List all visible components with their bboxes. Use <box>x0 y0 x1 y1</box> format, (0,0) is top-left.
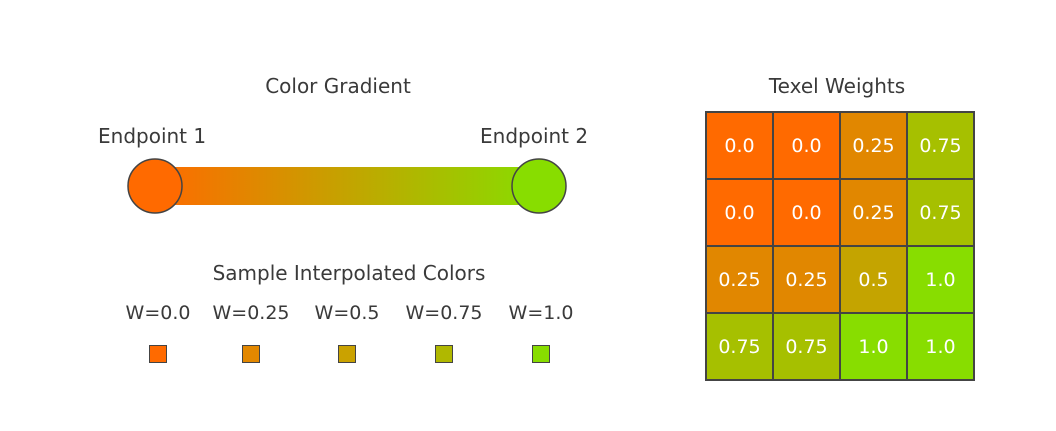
texel-cell: 0.0 <box>707 113 774 180</box>
texel-cell: 0.25 <box>841 180 908 247</box>
texel-cell: 0.75 <box>908 113 975 180</box>
texel-cell: 0.75 <box>774 314 841 381</box>
endpoint-2-circle <box>511 158 567 214</box>
endpoint-1-circle <box>127 158 183 214</box>
texel-cell: 0.25 <box>841 113 908 180</box>
sample-weight-label: W=0.25 <box>212 302 290 324</box>
endpoint-1-label: Endpoint 1 <box>98 124 207 148</box>
sample-weight-label: W=0.75 <box>405 302 483 324</box>
sample-weight-label: W=1.0 <box>508 302 574 324</box>
texel-cell: 0.0 <box>707 180 774 247</box>
texel-cell: 1.0 <box>908 247 975 314</box>
sample-color-swatch <box>242 345 260 363</box>
sample-weight-label: W=0.5 <box>314 302 380 324</box>
texel-weights-title: Texel Weights <box>768 74 906 98</box>
texel-cell: 0.5 <box>841 247 908 314</box>
sample-color-swatch <box>532 345 550 363</box>
color-gradient-title: Color Gradient <box>265 74 411 98</box>
texel-cell: 0.75 <box>707 314 774 381</box>
sample-color-swatch <box>338 345 356 363</box>
sample-weight-label: W=0.0 <box>125 302 191 324</box>
gradient-bar <box>155 167 539 205</box>
sample-color-swatch <box>435 345 453 363</box>
texel-cell: 1.0 <box>841 314 908 381</box>
endpoint-2-label: Endpoint 2 <box>480 124 589 148</box>
texel-weights-grid: 0.0 0.0 0.25 0.75 0.0 0.0 0.25 0.75 0.25 0.25 0.5 1… <box>705 111 975 381</box>
texel-cell: 0.75 <box>908 180 975 247</box>
texel-cell: 1.0 <box>908 314 975 381</box>
texel-cell: 0.0 <box>774 113 841 180</box>
texel-cell: 0.25 <box>774 247 841 314</box>
texel-cell: 0.25 <box>707 247 774 314</box>
sample-color-swatch <box>149 345 167 363</box>
texel-cell: 0.0 <box>774 180 841 247</box>
sample-colors-title: Sample Interpolated Colors <box>212 261 486 285</box>
